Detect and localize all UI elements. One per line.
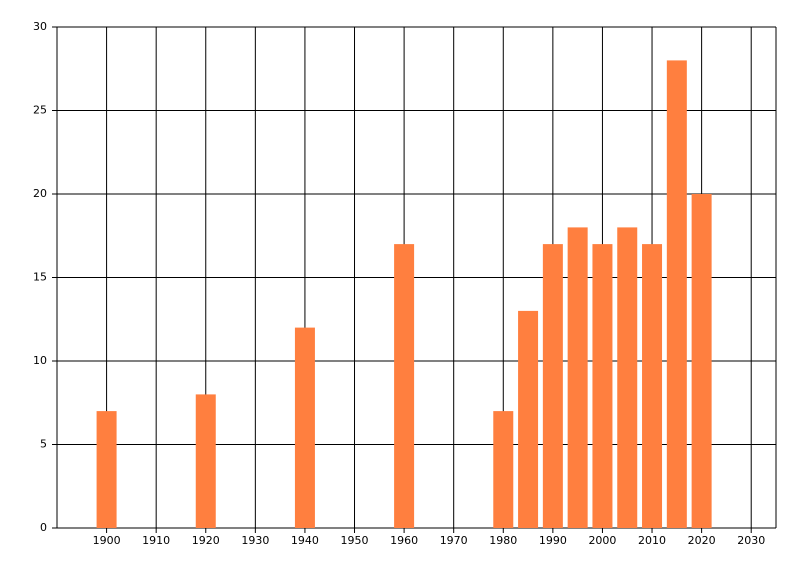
x-tick-label: 1900: [93, 534, 121, 547]
bar: [567, 227, 588, 528]
bar: [493, 411, 514, 528]
x-tick-label: 1940: [291, 534, 319, 547]
x-tick-label: 1930: [241, 534, 269, 547]
y-tick-label: 5: [40, 438, 47, 451]
y-tick-label: 25: [33, 104, 47, 117]
bar: [394, 244, 415, 528]
x-tick-label: 2020: [688, 534, 716, 547]
bar: [518, 310, 539, 528]
bar: [96, 411, 117, 528]
bar: [666, 60, 687, 529]
x-tick-label: 2030: [737, 534, 765, 547]
x-tick-label: 1970: [440, 534, 468, 547]
x-tick-label: 2010: [638, 534, 666, 547]
y-tick-label: 20: [33, 187, 47, 200]
bar: [642, 244, 663, 528]
bar: [592, 244, 613, 528]
x-tick-label: 1920: [192, 534, 220, 547]
x-tick-label: 1990: [539, 534, 567, 547]
bar: [195, 394, 216, 528]
bar: [691, 194, 712, 528]
y-tick-label: 15: [33, 271, 47, 284]
x-tick-label: 1960: [390, 534, 418, 547]
y-tick-label: 10: [33, 354, 47, 367]
bar: [542, 244, 563, 528]
x-tick-label: 1980: [489, 534, 517, 547]
x-tick-label: 1910: [142, 534, 170, 547]
y-tick-label: 0: [40, 521, 47, 534]
x-tick-label: 1950: [341, 534, 369, 547]
bar: [617, 227, 638, 528]
x-tick-label: 2000: [588, 534, 616, 547]
bar: [294, 327, 315, 528]
y-tick-label: 30: [33, 20, 47, 33]
